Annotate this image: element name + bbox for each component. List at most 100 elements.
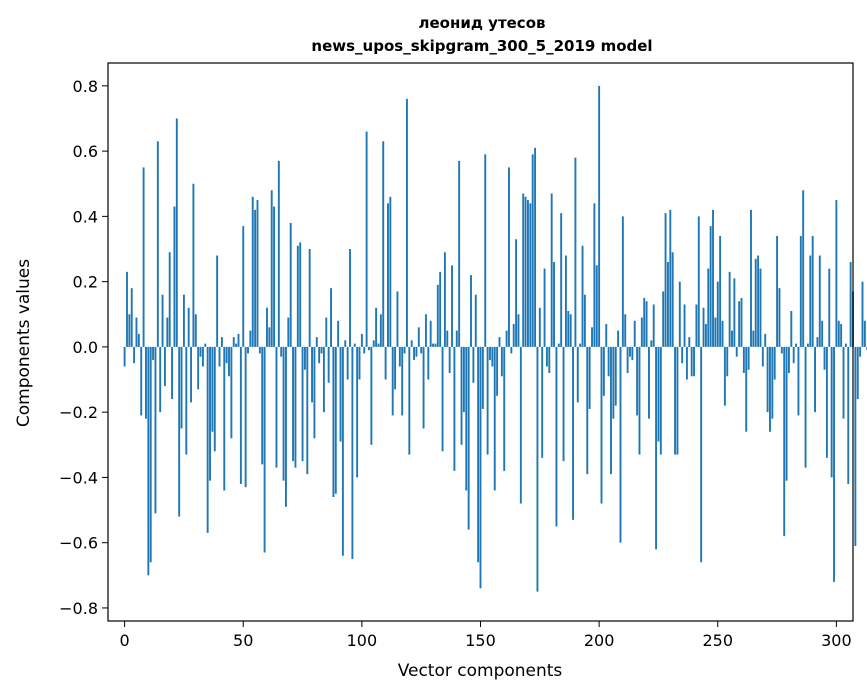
bar-component-275 [776,235,779,347]
bar-component-50 [242,226,245,347]
bar-component-303 [842,346,845,419]
bar-component-119 [406,98,408,347]
bar-component-22 [175,118,178,347]
bar-component-2 [128,314,131,347]
y-tick-label: 0.2 [73,273,98,292]
bar-component-205 [610,346,612,475]
bar-component-209 [619,346,622,543]
bar-component-101 [363,346,366,354]
bar-component-180 [550,193,553,347]
bar-component-142 [460,346,463,445]
bar-component-284 [797,346,800,416]
bar-component-259 [738,301,741,347]
bar-component-123 [415,346,418,357]
bar-component-80 [313,346,316,439]
bar-component-158 [498,337,501,347]
bar-component-161 [505,330,508,347]
bar-component-287 [804,346,807,468]
bar-component-193 [581,245,584,347]
bar-component-112 [389,196,392,347]
bar-component-61 [268,327,271,347]
bar-component-115 [396,291,399,347]
bar-component-302 [840,324,843,347]
bar-component-221 [648,346,650,419]
bar-component-92 [341,346,344,556]
bar-component-258 [735,346,738,357]
bar-component-27 [187,307,190,347]
bar-component-8 [142,167,145,347]
bar-component-271 [766,346,769,413]
bar-component-97 [353,343,356,347]
bar-component-178 [545,346,548,367]
bar-component-235 [681,346,684,364]
bar-component-7 [140,346,143,416]
bar-component-59 [263,346,266,553]
bar-component-295 [823,346,826,370]
bar-component-99 [358,346,361,380]
bar-component-24 [180,346,183,429]
bar-component-65 [277,160,280,347]
bar-component-196 [588,346,591,409]
bar-component-91 [339,346,342,442]
bar-component-104 [370,346,373,445]
bar-component-272 [769,346,771,432]
x-axis-label: Vector components [398,661,563,681]
bar-component-134 [441,346,444,452]
bar-component-129 [429,320,432,347]
bar-component-278 [783,346,786,537]
bar-component-173 [534,147,537,347]
bar-component-114 [394,346,397,390]
bar-component-38 [213,346,216,452]
bar-component-82 [318,346,321,364]
bar-component-12 [152,346,155,360]
bar-component-218 [640,317,643,347]
bar-component-264 [750,209,752,347]
bar-component-231 [671,252,674,347]
bar-component-185 [562,346,565,462]
bar-component-60 [266,307,268,347]
bar-component-244 [702,307,705,347]
bar-component-100 [360,333,363,347]
bar-component-122 [413,346,416,360]
bar-component-73 [296,245,299,347]
bar-component-18 [166,317,169,347]
bar-component-145 [467,346,470,530]
bar-component-98 [356,346,359,478]
bar-component-3 [130,288,133,347]
bar-component-233 [676,346,679,455]
bar-component-159 [500,346,503,377]
bar-component-252 [721,320,724,347]
bar-component-277 [780,346,783,354]
bar-component-26 [185,346,188,455]
bar-component-214 [631,346,634,360]
bar-component-175 [538,307,541,347]
bar-component-70 [289,222,292,347]
bar-component-280 [787,346,790,373]
bar-component-243 [700,346,703,563]
bar-component-227 [662,291,665,347]
bar-component-202 [602,346,605,396]
bar-component-45 [230,346,233,439]
bar-component-40 [218,346,221,367]
bar-component-57 [258,346,261,354]
bar-component-246 [707,268,710,347]
bar-component-131 [434,343,437,347]
chart-title-line2: news_upos_skipgram_300_5_2019 model [311,37,652,55]
x-tick-label: 150 [465,631,496,650]
bar-component-90 [337,320,340,347]
bar-component-20 [171,346,174,400]
bar-component-170 [527,200,529,347]
bar-component-29 [192,183,195,347]
x-tick-label: 0 [120,631,130,650]
bar-component-43 [225,346,228,364]
bar-component-72 [294,346,297,468]
bar-component-30 [194,314,197,347]
bar-component-240 [693,346,695,377]
bar-component-68 [285,346,287,507]
bar-component-9 [145,346,147,419]
bar-component-62 [270,190,273,347]
bar-component-247 [709,226,712,347]
bar-component-41 [220,337,223,347]
bar-component-63 [273,206,276,347]
bar-component-267 [757,255,760,347]
